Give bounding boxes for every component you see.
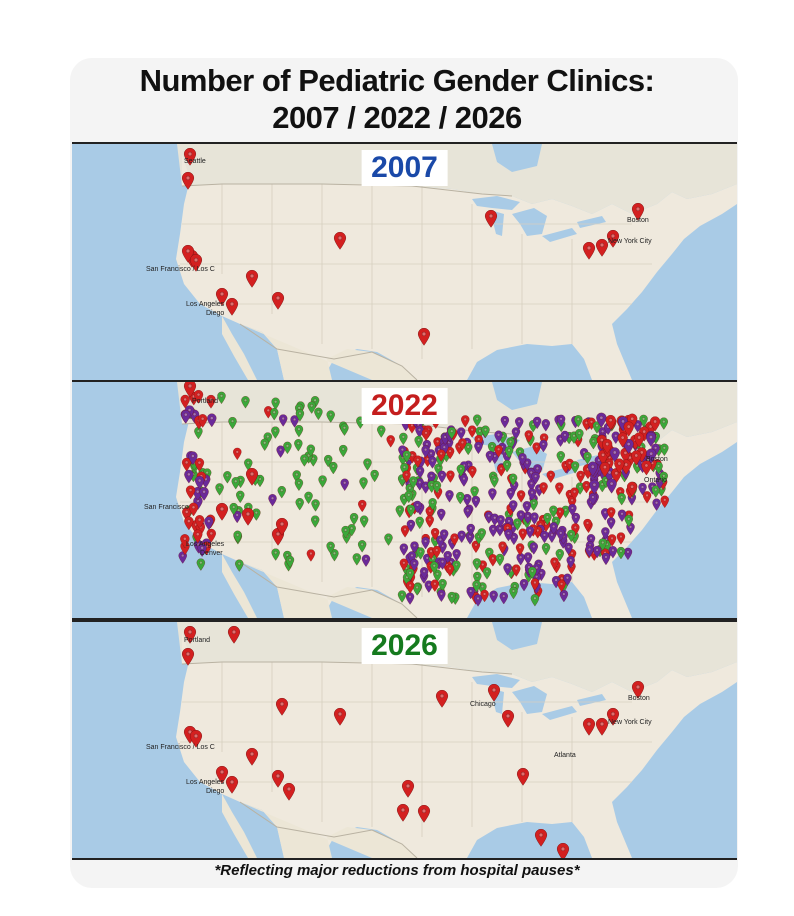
footnote-caption: *Reflecting major reductions from hospit… xyxy=(214,862,580,879)
map-2007: Seattle Boston New York City San Francis… xyxy=(72,144,737,380)
year-label-2022: 2022 xyxy=(361,388,448,424)
label-portland: Portland xyxy=(184,637,210,644)
map-panel-2026: Portland Chicago Boston New York City At… xyxy=(72,620,737,860)
map-panel-2022: Portland San Francisco Los Angeles Denve… xyxy=(72,380,737,620)
label-los-angeles: Los Angeles xyxy=(186,301,225,308)
map-2026: Portland Chicago Boston New York City At… xyxy=(72,622,737,858)
label-denver: Denver xyxy=(200,550,223,557)
label-los-angeles: Los Angeles xyxy=(186,779,225,786)
label-boston: Boston xyxy=(628,695,650,702)
label-los-angeles: Los Angeles xyxy=(186,541,225,548)
label-seattle: Seattle xyxy=(184,158,206,165)
label-san-francisco: San Francisco / Los C xyxy=(146,266,215,273)
map-2022: Portland San Francisco Los Angeles Denve… xyxy=(72,382,737,618)
label-portland: Portland xyxy=(192,398,218,405)
year-label-2007: 2007 xyxy=(361,150,448,186)
label-boston: Boston xyxy=(627,217,649,224)
label-new-york: New York City xyxy=(608,719,652,726)
label-diego: Diego xyxy=(206,788,224,795)
label-boston: Boston xyxy=(646,456,668,463)
label-san-francisco: San Francisco / Los C xyxy=(146,744,215,751)
title-line-2: 2007 / 2022 / 2026 xyxy=(272,100,522,135)
page-title: Number of Pediatric Gender Clinics: 2007… xyxy=(0,62,794,136)
label-chicago: Chicago xyxy=(470,701,496,708)
label-diego: Diego xyxy=(206,310,224,317)
map-panel-2007: Seattle Boston New York City San Francis… xyxy=(72,142,737,382)
year-label-2026: 2026 xyxy=(361,628,448,664)
label-new-york: New York City xyxy=(608,238,652,245)
label-atlanta: Atlanta xyxy=(554,752,576,759)
label-san-francisco: San Francisco xyxy=(144,504,189,511)
title-line-1: Number of Pediatric Gender Clinics: xyxy=(139,63,655,98)
label-ontario: Ontario xyxy=(644,477,667,484)
